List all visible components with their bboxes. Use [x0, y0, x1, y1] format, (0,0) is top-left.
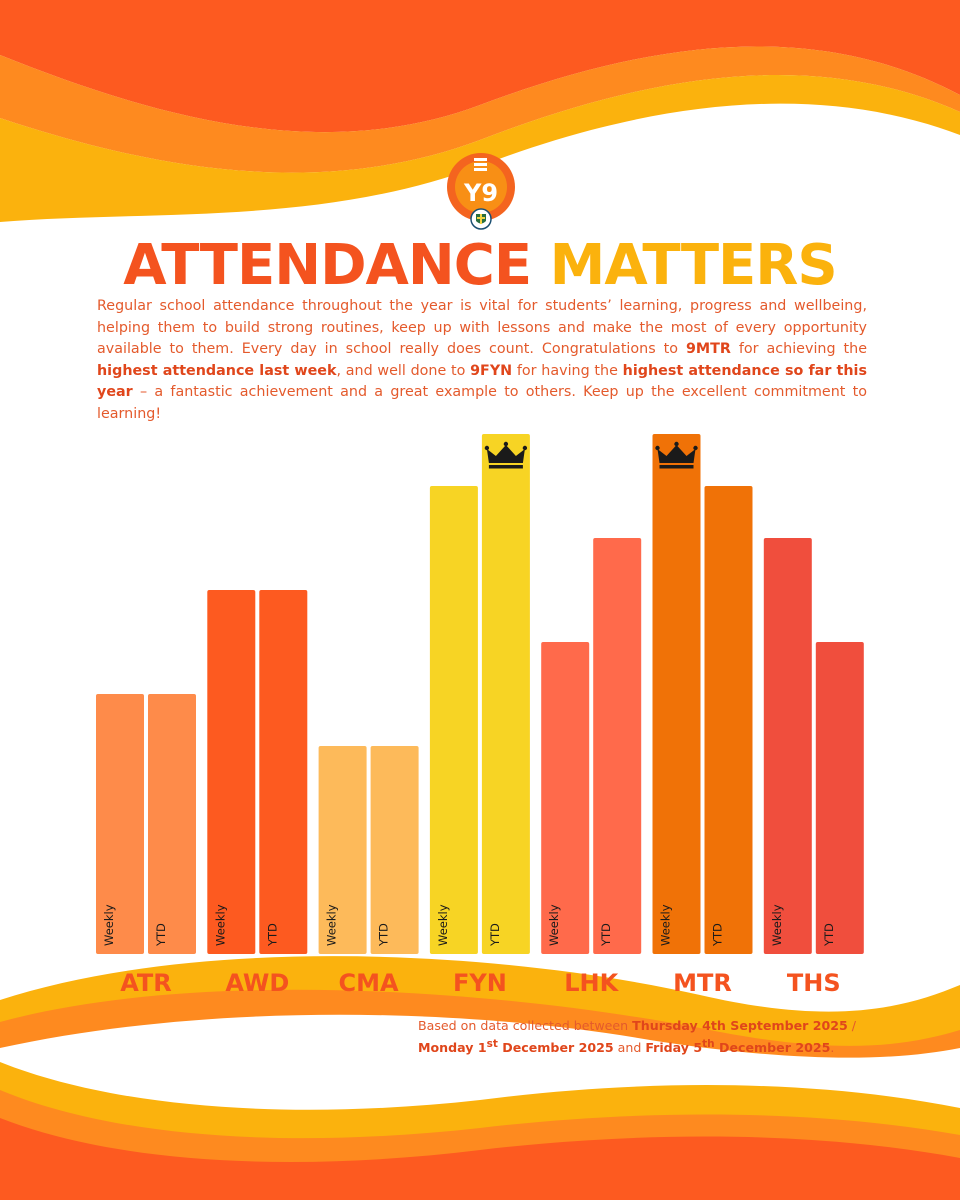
- bar-awd-weekly: [207, 590, 256, 954]
- crown-jewel: [693, 445, 698, 451]
- intro-class-fyn: 9FYN: [470, 362, 513, 379]
- bar-atr-weekly: [96, 694, 144, 954]
- category-label-lhk: LHK: [564, 969, 619, 997]
- footnote-start-date: Thursday 4th September 2025: [632, 1018, 848, 1033]
- bar-label-awd-weekly: Weekly: [213, 904, 227, 946]
- category-label-cma: CMA: [339, 969, 399, 997]
- y9-logo: Y9: [447, 153, 515, 230]
- bar-atr-ytd: [148, 694, 196, 954]
- bar-fyn-weekly: [429, 486, 478, 954]
- footnote-mid-date-suffix: st: [486, 1038, 498, 1050]
- intro-highlight-year: highest attendance so far this year: [97, 362, 867, 401]
- page-title: ATTENDANCE MATTERS: [0, 226, 960, 306]
- bar-label-lhk-weekly: Weekly: [547, 904, 561, 946]
- bar-group-cma: Weekly YTD CMA: [318, 746, 419, 997]
- footnote-end-date: Friday 5th December 2025: [645, 1038, 831, 1056]
- footnote-mid-date-day: Monday 1: [418, 1040, 487, 1056]
- book-icon: [474, 158, 487, 171]
- category-label-ths: THS: [787, 969, 841, 997]
- crown-jewel: [503, 441, 509, 447]
- bar-group-mtr: Weekly YTD MTR: [652, 434, 753, 997]
- bottom-wave-lower-dark: [0, 1118, 960, 1200]
- footnote-text: and: [613, 1040, 646, 1056]
- intro-paragraph: Regular school attendance throughout the…: [97, 296, 867, 425]
- bar-cma-weekly: [318, 746, 367, 954]
- bar-mtr-weekly: [652, 434, 701, 954]
- school-crest-icon: [470, 208, 492, 230]
- title-matters: MATTERS: [549, 233, 838, 298]
- crown-jewel: [655, 445, 660, 451]
- category-label-mtr: MTR: [673, 969, 732, 997]
- footnote-mid-date: Monday 1st December 2025: [418, 1038, 614, 1056]
- bar-label-fyn-weekly: Weekly: [436, 904, 450, 946]
- bar-awd-ytd: [259, 590, 308, 954]
- bar-label-fyn-ytd: YTD: [488, 923, 502, 947]
- bar-label-awd-ytd: YTD: [265, 923, 279, 947]
- footnote-end-date-suffix: th: [702, 1038, 715, 1050]
- footnote-text: /: [847, 1018, 857, 1033]
- bar-group-awd: Weekly YTD AWD: [207, 590, 308, 997]
- logo-text: Y9: [463, 179, 498, 207]
- bar-group-atr: Weekly YTD ATR: [96, 694, 196, 997]
- intro-class-mtr: 9MTR: [685, 341, 731, 357]
- footnote-text: Based on data collected between: [418, 1018, 633, 1033]
- footnote-end-date-month: December 2025: [714, 1040, 831, 1056]
- crown-body: [657, 445, 696, 463]
- bar-label-cma-weekly: Weekly: [325, 904, 339, 946]
- bar-fyn-ytd: [481, 434, 530, 954]
- bar-label-atr-weekly: Weekly: [102, 904, 116, 946]
- bar-label-ths-weekly: Weekly: [770, 904, 784, 946]
- crown-body: [486, 445, 525, 463]
- bar-ths-weekly: [763, 538, 812, 954]
- bar-group-lhk: Weekly YTD LHK: [541, 538, 642, 997]
- crown-jewel: [522, 445, 528, 451]
- intro-text: for having the: [512, 362, 623, 379]
- bar-mtr-ytd: [704, 486, 753, 954]
- category-label-atr: ATR: [120, 969, 172, 997]
- crown-jewel: [484, 445, 490, 451]
- top-wave-dark: [0, 0, 960, 133]
- top-wave-mid: [0, 46, 960, 173]
- data-footnote: Based on data collected between Thursday…: [418, 1016, 898, 1057]
- bar-label-cma-ytd: YTD: [377, 923, 391, 947]
- bar-label-mtr-weekly: Weekly: [659, 904, 673, 946]
- crown-icon-mtr: [655, 441, 698, 469]
- bar-cma-ytd: [370, 746, 419, 954]
- intro-text: for achieving the: [730, 341, 867, 357]
- bar-group-fyn: Weekly YTD FYN: [429, 434, 530, 997]
- bar-lhk-ytd: [593, 538, 642, 954]
- crown-icon-fyn: [484, 441, 528, 469]
- crown-band: [488, 465, 523, 469]
- intro-highlight-last-week: highest attendance last week: [97, 362, 337, 379]
- bar-label-atr-ytd: YTD: [154, 923, 168, 947]
- category-label-awd: AWD: [225, 969, 289, 997]
- intro-text: , and well done to: [336, 362, 471, 379]
- crown-band: [659, 465, 694, 469]
- bar-ths-ytd: [815, 642, 864, 954]
- logo-inner-circle: [455, 161, 507, 213]
- bar-group-ths: Weekly YTD THS: [763, 538, 864, 997]
- footnote-mid-date-month: December 2025: [497, 1040, 614, 1056]
- intro-text: Regular school attendance throughout the…: [97, 298, 867, 357]
- bar-lhk-weekly: [541, 642, 590, 954]
- category-label-fyn: FYN: [453, 969, 507, 997]
- footnote-end-date-day: Friday 5: [645, 1040, 703, 1056]
- intro-text: – a fantastic achievement and a great ex…: [97, 384, 867, 422]
- bar-label-lhk-ytd: YTD: [599, 923, 613, 947]
- top-wave-light: [0, 75, 960, 222]
- title-attendance: ATTENDANCE: [123, 233, 532, 298]
- footnote-text: .: [830, 1040, 835, 1056]
- bar-label-ths-ytd: YTD: [822, 923, 836, 947]
- crown-jewel: [674, 441, 679, 447]
- bar-label-mtr-ytd: YTD: [711, 923, 725, 947]
